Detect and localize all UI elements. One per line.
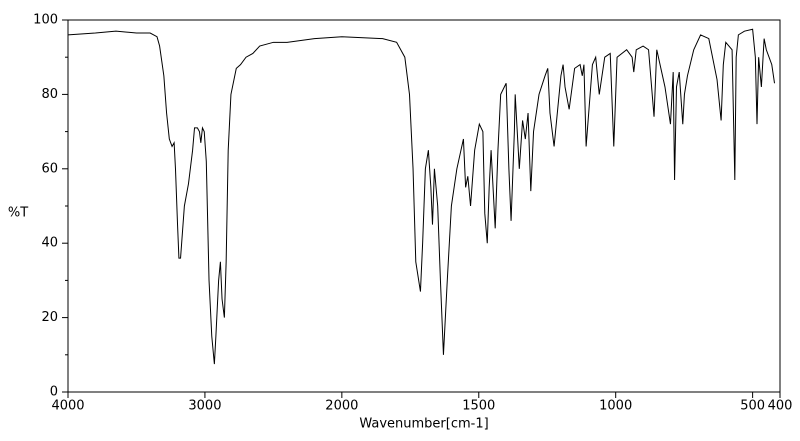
y-tick-label: 100 <box>33 13 58 28</box>
y-axis-label: %T <box>8 206 28 221</box>
x-tick-label: 400 <box>768 399 793 414</box>
y-tick-label: 80 <box>41 87 58 102</box>
x-tick-label: 4000 <box>51 399 84 414</box>
x-tick-label: 2000 <box>325 399 358 414</box>
x-tick-label: 3000 <box>188 399 221 414</box>
y-tick-label: 60 <box>41 161 58 176</box>
x-tick-label: 500 <box>740 399 765 414</box>
y-tick-label: 20 <box>41 310 58 325</box>
x-axis-label: Wavenumber[cm-1] <box>359 417 488 432</box>
x-tick-label: 1000 <box>599 399 632 414</box>
y-tick-label: 40 <box>41 236 58 251</box>
y-tick-label: 0 <box>50 385 58 400</box>
spectrum-line <box>67 28 776 365</box>
x-tick-label: 1500 <box>462 399 495 414</box>
